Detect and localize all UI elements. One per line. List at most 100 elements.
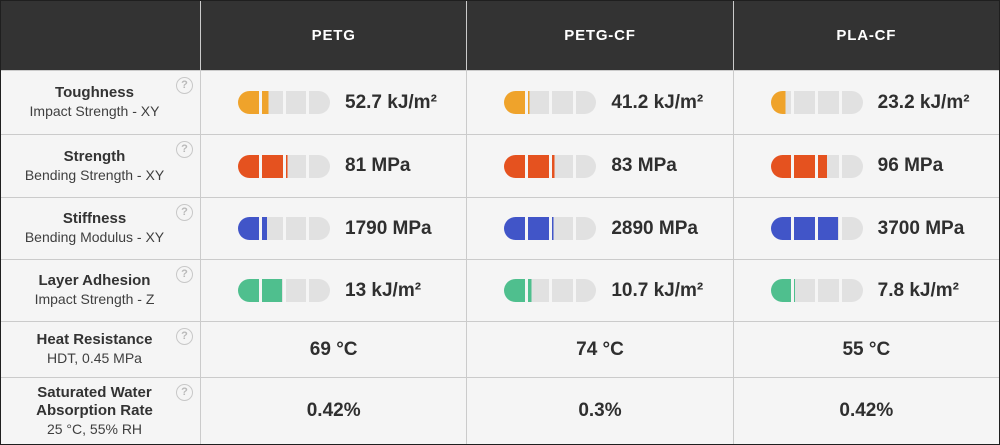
cell-layer-adhesion-petg: 13 kJ/m² xyxy=(201,260,467,321)
gauge-segment xyxy=(309,91,330,114)
gauge-segment xyxy=(770,279,792,302)
gauge-layer-adhesion-pla-cf xyxy=(770,279,863,302)
value-text: 96 MPa xyxy=(877,155,944,176)
row-label-heat-resistance: Heat Resistance HDT, 0.45 MPa ? xyxy=(1,322,200,377)
gauge-segment xyxy=(770,91,792,114)
gauge-segment xyxy=(794,217,816,240)
gauge-segment xyxy=(818,217,839,240)
row-title: Toughness xyxy=(55,84,134,102)
gauge-strength-petg xyxy=(238,154,330,178)
gauge-segment xyxy=(551,91,573,114)
value-text: 69 °C xyxy=(309,338,358,360)
help-icon-water-absorption[interactable]: ? xyxy=(176,384,193,401)
gauge-segment xyxy=(818,154,839,178)
cell-water-absorption-petg-cf: 0.3% xyxy=(467,378,733,444)
value-text: 3700 MPa xyxy=(877,217,965,239)
gauge-toughness-petg-cf xyxy=(504,91,597,114)
cell-water-absorption-petg: 0.42% xyxy=(201,378,467,444)
gauge-segment xyxy=(285,154,307,178)
gauge-segment xyxy=(551,279,573,302)
cell-layer-adhesion-petg-cf: 10.7 kJ/m² xyxy=(467,260,733,321)
value-text: 0.3% xyxy=(578,400,622,421)
gauge-segment xyxy=(504,91,526,114)
gauge-segment xyxy=(575,217,597,240)
gauge-segment xyxy=(261,91,283,114)
gauge-segment xyxy=(238,91,259,114)
value-text: 10.7 kJ/m² xyxy=(611,279,704,301)
row-label-layer-adhesion: Layer Adhesion Impact Strength - Z ? xyxy=(1,260,200,321)
value-text: 23.2 kJ/m² xyxy=(877,91,970,113)
gauge-segment xyxy=(285,279,307,302)
row-subtitle: Bending Modulus - XY xyxy=(24,229,165,246)
gauge-segment xyxy=(528,217,549,240)
cell-toughness-pla-cf: 23.2 kJ/m² xyxy=(733,71,999,134)
cell-stiffness-petg-cf: 2890 MPa xyxy=(467,198,733,259)
gauge-segment xyxy=(528,91,549,114)
corner-header-cell xyxy=(1,1,200,70)
gauge-segment xyxy=(309,154,330,178)
gauge-segment xyxy=(841,279,863,302)
gauge-segment xyxy=(238,279,259,302)
help-icon-toughness[interactable]: ? xyxy=(176,77,193,94)
row-label-water-absorption: Saturated Water Absorption Rate 25 °C, 5… xyxy=(1,378,200,444)
gauge-segment xyxy=(504,279,526,302)
cell-water-absorption-pla-cf: 0.42% xyxy=(733,378,999,444)
row-label-strength: Strength Bending Strength - XY ? xyxy=(1,135,200,197)
cell-strength-petg-cf: 83 MPa xyxy=(467,135,733,197)
row-title: Stiffness xyxy=(62,210,127,228)
column-header-pla-cf: PLA-CF xyxy=(733,1,999,70)
cell-stiffness-petg: 1790 MPa xyxy=(201,198,467,259)
row-title: Layer Adhesion xyxy=(38,272,151,290)
gauge-segment xyxy=(770,217,792,240)
value-text: 83 MPa xyxy=(611,155,677,176)
cell-strength-petg: 81 MPa xyxy=(201,135,467,197)
value-text: 0.42% xyxy=(839,400,894,421)
value-text: 55 °C xyxy=(842,338,891,360)
help-icon-heat-resistance[interactable]: ? xyxy=(176,328,193,345)
cell-stiffness-pla-cf: 3700 MPa xyxy=(733,198,999,259)
value-text: 13 kJ/m² xyxy=(345,279,422,301)
row-subtitle: Impact Strength - XY xyxy=(29,103,160,120)
gauge-layer-adhesion-petg-cf xyxy=(504,279,597,302)
gauge-strength-pla-cf xyxy=(770,154,863,178)
row-subtitle: Bending Strength - XY xyxy=(24,166,165,183)
value-text: 81 MPa xyxy=(345,155,411,176)
cell-heat-resistance-petg: 69 °C xyxy=(201,322,467,377)
gauge-stiffness-pla-cf xyxy=(770,217,863,240)
gauge-segment xyxy=(504,154,526,178)
gauge-segment xyxy=(575,154,597,178)
gauge-strength-petg-cf xyxy=(504,154,597,178)
gauge-segment xyxy=(794,279,816,302)
gauge-segment xyxy=(551,154,573,178)
row-title: Heat Resistance xyxy=(36,331,153,349)
gauge-segment xyxy=(818,279,839,302)
gauge-segment xyxy=(285,217,307,240)
row-subtitle: HDT, 0.45 MPa xyxy=(47,350,142,367)
help-icon-stiffness[interactable]: ? xyxy=(176,204,193,221)
help-icon-layer-adhesion[interactable]: ? xyxy=(176,266,193,283)
gauge-segment xyxy=(309,279,330,302)
gauge-segment xyxy=(575,279,597,302)
gauge-segment xyxy=(841,154,863,178)
gauge-segment xyxy=(794,91,816,114)
gauge-segment xyxy=(528,279,549,302)
gauge-segment xyxy=(575,91,597,114)
value-text: 0.42% xyxy=(306,400,361,421)
value-text: 41.2 kJ/m² xyxy=(611,91,704,113)
help-icon-strength[interactable]: ? xyxy=(176,141,193,158)
gauge-segment xyxy=(309,217,330,240)
cell-heat-resistance-pla-cf: 55 °C xyxy=(733,322,999,377)
gauge-segment xyxy=(818,91,839,114)
column-header-petg-cf: PETG-CF xyxy=(467,1,733,70)
column-header-petg: PETG xyxy=(201,1,467,70)
gauge-segment xyxy=(504,217,526,240)
row-label-toughness: Toughness Impact Strength - XY ? xyxy=(1,71,200,134)
value-text: 7.8 kJ/m² xyxy=(877,279,959,301)
gauge-segment xyxy=(238,217,259,240)
value-text: 74 °C xyxy=(576,338,624,360)
gauge-toughness-pla-cf xyxy=(770,91,863,114)
cell-strength-pla-cf: 96 MPa xyxy=(733,135,999,197)
gauge-segment xyxy=(770,154,792,178)
gauge-segment xyxy=(261,279,283,302)
gauge-segment xyxy=(551,217,573,240)
